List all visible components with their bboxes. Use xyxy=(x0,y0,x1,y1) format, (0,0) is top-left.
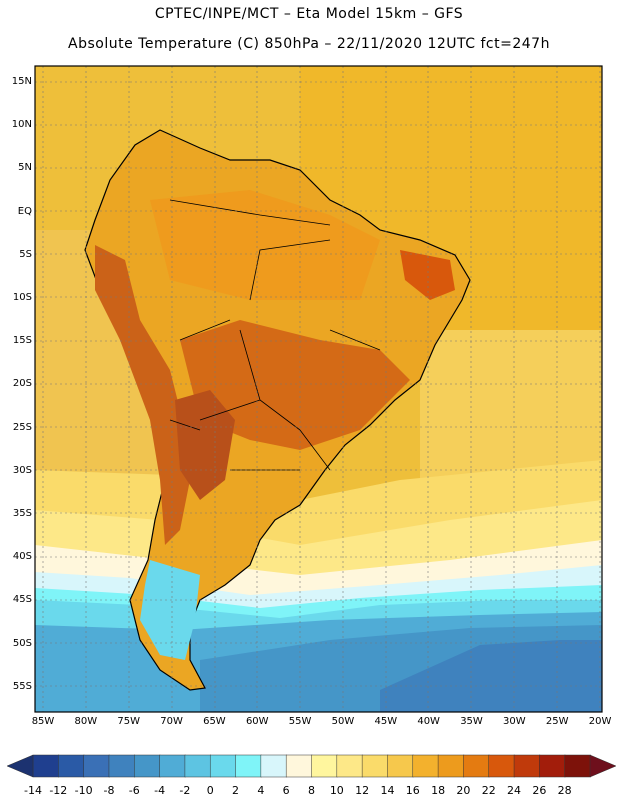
lon-label: 75W xyxy=(117,716,140,727)
lon-label: 50W xyxy=(331,716,355,727)
lon-label: 30W xyxy=(503,716,526,727)
lat-label: 15N xyxy=(11,76,32,87)
lon-label: 20W xyxy=(588,716,612,727)
lat-label: 35S xyxy=(12,508,32,519)
amazon-warm xyxy=(150,190,380,300)
lon-label: 80W xyxy=(74,716,98,727)
lon-label: 40W xyxy=(417,716,440,727)
lat-label: 45S xyxy=(12,594,32,606)
lon-label: 55W xyxy=(288,716,312,727)
colorbar-label: 24 xyxy=(507,784,522,797)
lon-label: 85W xyxy=(31,716,55,727)
colorbar-label: -6 xyxy=(128,784,140,797)
colorbar-swatch xyxy=(311,754,338,778)
lat-label: 10S xyxy=(12,292,32,303)
colorbar-label: -2 xyxy=(179,784,191,797)
colorbar-label: -10 xyxy=(74,784,93,797)
patagonia-cool xyxy=(140,560,200,660)
lon-label: 45W xyxy=(374,716,398,727)
lat-label: 25S xyxy=(12,421,32,433)
colorbar-swatch xyxy=(539,754,566,778)
colorbar-swatch xyxy=(159,754,186,778)
lat-label: 30S xyxy=(12,464,32,476)
lat-label: 50S xyxy=(12,637,32,649)
map-subtitle: Absolute Temperature (C) 850hPa – 22/11/… xyxy=(68,36,550,52)
northeast-hot xyxy=(400,250,455,300)
colorbar-swatch xyxy=(564,754,591,778)
lat-label: 15S xyxy=(12,335,32,347)
colorbar-label: 6 xyxy=(282,784,290,797)
lat-label: 40S xyxy=(12,551,32,563)
lat-label: 55S xyxy=(12,680,32,692)
colorbar-label: 12 xyxy=(355,784,370,797)
colorbar-swatch xyxy=(336,754,363,778)
colorbar-swatch xyxy=(83,754,110,778)
colorbar-low-arrow xyxy=(6,754,34,778)
colorbar-label: 2 xyxy=(232,784,240,797)
lon-label: 70W xyxy=(160,716,183,727)
lon-label: 35W xyxy=(460,716,483,727)
colorbar-swatch xyxy=(108,754,136,778)
lon-label: 60W xyxy=(245,716,269,727)
band-neg8c xyxy=(380,640,602,712)
lon-label: 25W xyxy=(545,716,569,727)
colorbar-swatch xyxy=(134,754,161,778)
colorbar-label: 10 xyxy=(329,784,344,797)
lat-label: EQ xyxy=(17,205,32,217)
lat-label: 20S xyxy=(12,378,32,390)
colorbar-label: 16 xyxy=(405,784,420,797)
colorbar-label: -4 xyxy=(154,784,166,797)
colorbar-label: 18 xyxy=(431,784,446,797)
colorbar-swatch xyxy=(32,754,60,778)
map-title: CPTEC/INPE/MCT – Eta Model 15km – GFS xyxy=(154,6,464,22)
colorbar-swatch xyxy=(361,754,389,778)
colorbar-swatch xyxy=(488,754,515,778)
colorbar-label: 22 xyxy=(481,784,496,797)
lat-label: 5S xyxy=(19,248,32,260)
central-hot-region xyxy=(180,320,410,450)
lon-label: 65W xyxy=(203,716,226,727)
colorbar-swatch xyxy=(285,754,313,778)
colorbar-label: -12 xyxy=(49,784,68,797)
lat-label: 10N xyxy=(11,119,32,131)
colorbar-high-arrow xyxy=(589,754,617,778)
colorbar-label: 20 xyxy=(456,784,471,797)
colorbar-swatch xyxy=(58,754,85,778)
colorbar-label: -8 xyxy=(103,784,115,797)
colorbar xyxy=(6,754,617,778)
lat-label: 5N xyxy=(18,162,32,174)
chaco-hot-core xyxy=(175,390,235,500)
colorbar-label: -14 xyxy=(24,784,42,797)
colorbar-label: 4 xyxy=(257,784,265,797)
colorbar-label: 8 xyxy=(308,784,315,797)
colorbar-label: 28 xyxy=(557,784,572,797)
colorbar-swatch xyxy=(412,754,439,778)
colorbar-label: 26 xyxy=(532,784,547,797)
colorbar-swatch xyxy=(209,754,237,778)
colorbar-label: 0 xyxy=(206,784,214,797)
colorbar-swatch xyxy=(260,754,287,778)
colorbar-swatch xyxy=(463,754,490,778)
colorbar-label: 14 xyxy=(380,784,395,797)
colorbar-swatch xyxy=(184,754,211,778)
colorbar-swatch xyxy=(387,754,414,778)
colorbar-swatch xyxy=(437,754,465,778)
colorbar-swatch xyxy=(513,754,541,778)
colorbar-swatch xyxy=(235,754,262,778)
map-frame xyxy=(34,65,603,713)
